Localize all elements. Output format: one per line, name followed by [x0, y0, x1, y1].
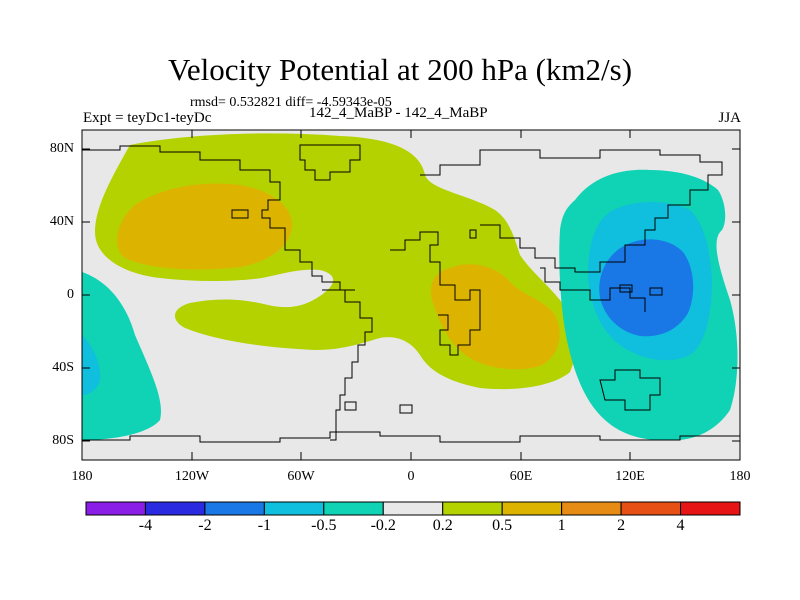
lat-label-80s: 80S — [52, 433, 74, 448]
colorbar-label: -2 — [198, 517, 212, 534]
colorbar-label: -0.5 — [311, 517, 337, 534]
plot-title: Velocity Potential at 200 hPa (km2/s) — [167, 52, 633, 87]
colorbar-swatch — [382, 501, 444, 516]
colorbar-label: 4 — [676, 517, 685, 534]
colorbar-swatch — [442, 501, 503, 516]
lat-label-40s: 40S — [52, 360, 74, 375]
coast-eurasia — [420, 149, 723, 273]
lon-label-0: 0 — [407, 469, 415, 484]
colorbar — [85, 501, 741, 516]
coast-islands — [231, 209, 663, 414]
negative-region-west — [82, 272, 161, 440]
lon-label-120w: 120W — [174, 469, 210, 484]
lon-label-60w: 60W — [287, 469, 315, 484]
coast-europe-africa — [390, 231, 481, 356]
lat-label-80n: 80N — [49, 141, 74, 156]
coast-south-america — [322, 289, 373, 441]
colorbar-label: 0.2 — [432, 517, 453, 534]
colorbar-label: 1 — [557, 517, 566, 534]
colorbar-label: -4 — [138, 517, 153, 534]
lon-label-180w: 180 — [71, 469, 93, 484]
colorbar-label: 0.5 — [492, 517, 513, 534]
colorbar-label: 2 — [617, 517, 626, 534]
colorbar-swatch — [323, 501, 384, 516]
lat-label-0: 0 — [67, 287, 74, 302]
stats-text: rmsd= 0.532821 diff= -4.59343e-05 — [190, 95, 392, 110]
colorbar-swatch — [561, 501, 622, 516]
colorbar-swatch — [620, 501, 682, 516]
coast-north-america — [82, 145, 355, 291]
lon-label-60e: 60E — [509, 469, 533, 484]
axis-ticks — [81, 130, 741, 460]
negative-region-west-core — [82, 335, 101, 395]
season-label: JJA — [718, 110, 741, 126]
positive-core-west — [117, 183, 293, 270]
coast-greenland — [299, 144, 361, 181]
positive-core-east — [430, 264, 560, 370]
colorbar-label: -1 — [257, 517, 272, 534]
coast-antarctica — [82, 431, 740, 443]
lon-label-120e: 120E — [615, 469, 645, 484]
colorbar-swatch — [204, 501, 265, 516]
lon-label-180e: 180 — [729, 469, 751, 484]
coastlines — [82, 144, 740, 443]
negative-core-east-inner — [599, 239, 694, 337]
map-panel — [82, 130, 740, 460]
colorbar-label: -0.2 — [370, 517, 396, 534]
lat-label-40n: 40N — [49, 214, 74, 229]
colorbar-swatch — [85, 501, 146, 516]
coast-asia-south — [540, 267, 646, 312]
coast-australia — [599, 369, 661, 411]
colorbar-swatch — [144, 501, 206, 516]
colorbar-swatch — [263, 501, 325, 516]
colorbar-swatch — [501, 501, 563, 516]
case-label: 142_4_MaBP - 142_4_MaBP — [309, 105, 488, 121]
colorbar-swatch — [680, 501, 741, 516]
experiment-label: Expt = teyDc1-teyDc — [83, 110, 212, 126]
